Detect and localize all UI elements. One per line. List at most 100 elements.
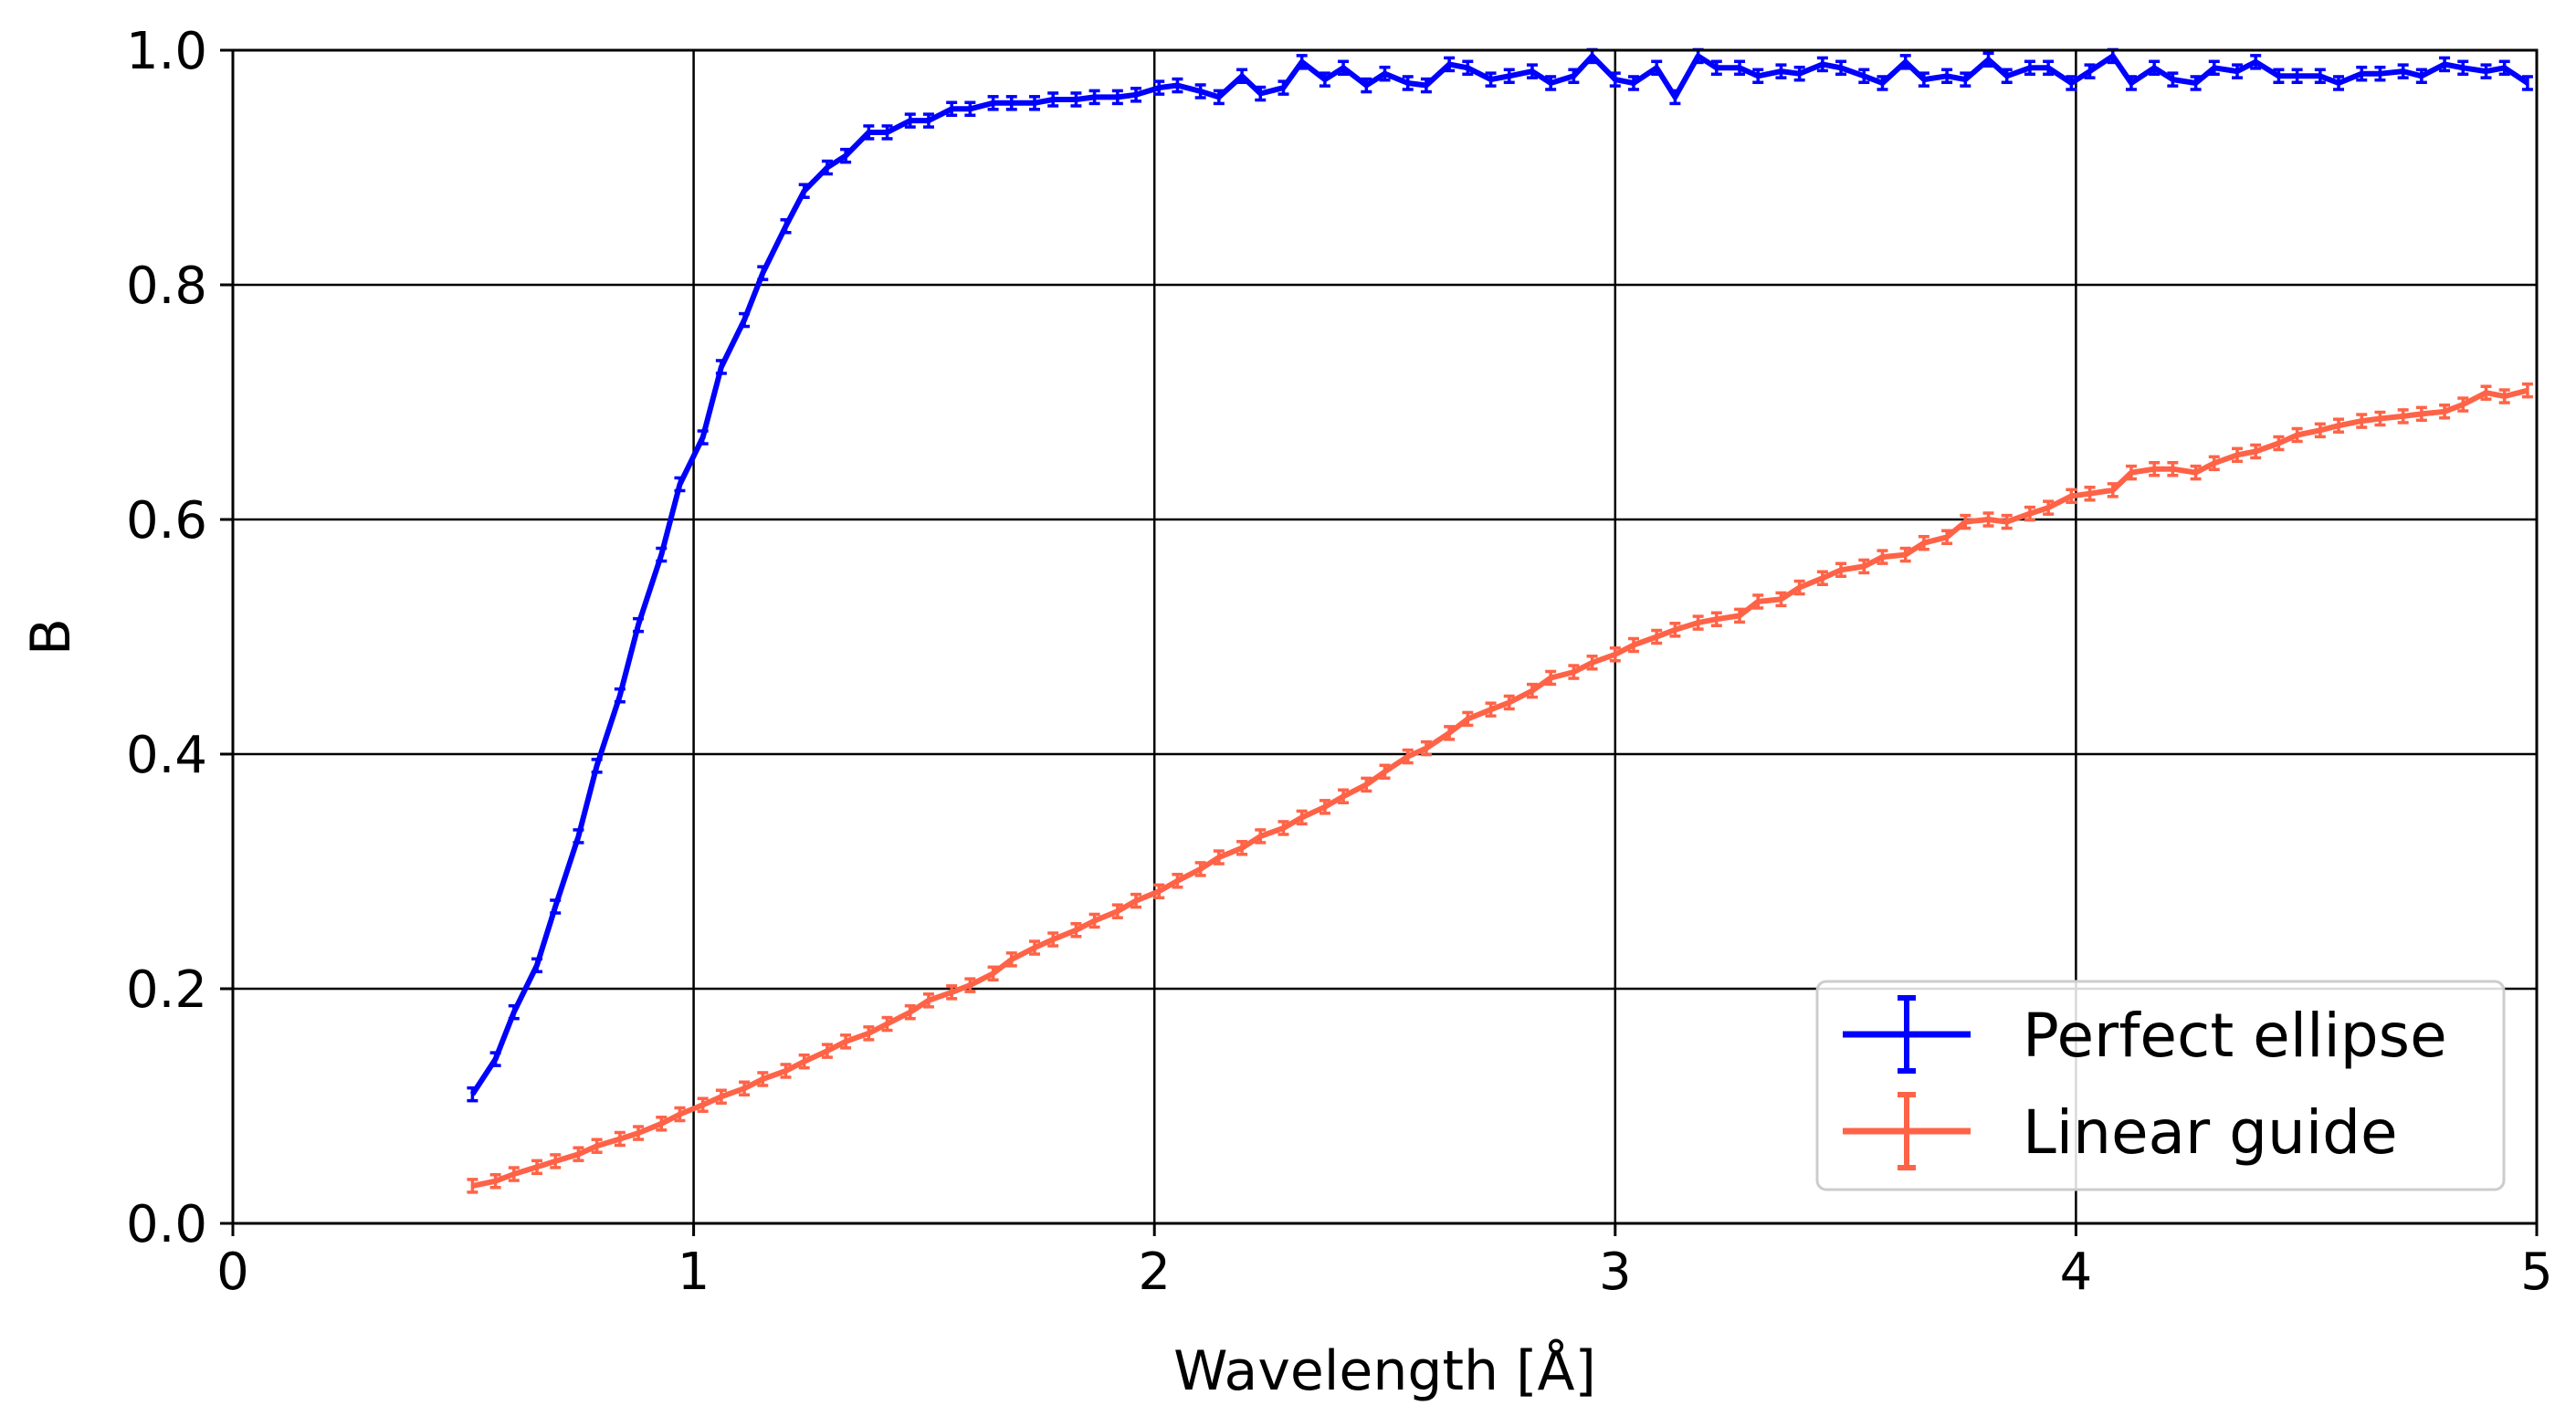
data-point-errorbar: [987, 965, 999, 982]
y-tick-label: 0.2: [126, 960, 207, 1020]
data-point-errorbar: [633, 1125, 645, 1141]
data-point-errorbar: [780, 218, 792, 235]
data-point-errorbar: [1858, 558, 1870, 575]
y-tick-label: 0.6: [126, 491, 207, 551]
data-point-errorbar: [1153, 79, 1165, 96]
data-point-errorbar: [1669, 622, 1681, 638]
data-point-errorbar: [2480, 63, 2492, 79]
legend-label: Perfect ellipse: [2023, 1001, 2447, 1071]
y-axis-title: B: [19, 618, 83, 656]
series-line: [469, 53, 2529, 1096]
data-point-errorbar: [881, 124, 893, 141]
plot-frame: [231, 48, 2539, 1225]
data-point-errorbar: [821, 1043, 833, 1059]
data-point-errorbar: [1277, 820, 1289, 836]
ticks: 0 1 2 3 4 5 0.0 0.2 0.4 0.6 0.8 1.0: [126, 22, 2553, 1302]
data-point-errorbar: [2125, 464, 2137, 481]
data-point-errorbar: [1651, 628, 1663, 645]
data-point-errorbar: [531, 1159, 543, 1176]
data-point-errorbar: [1609, 71, 1621, 88]
data-point-errorbar: [1029, 95, 1041, 111]
data-point-errorbar: [2084, 63, 2096, 79]
data-point-errorbar: [2457, 396, 2469, 413]
data-point-errorbar: [964, 977, 976, 993]
data-point-errorbar: [1319, 71, 1330, 88]
data-point-errorbar: [2167, 71, 2179, 88]
data-point-errorbar: [1568, 68, 1580, 85]
data-point-errorbar: [1627, 636, 1639, 654]
data-point-errorbar: [840, 147, 852, 164]
data-point-errorbar: [1982, 511, 1994, 528]
data-point-errorbar: [2498, 59, 2510, 77]
data-point-errorbar: [1130, 892, 1142, 909]
data-point-errorbar: [1070, 91, 1082, 108]
data-point-errorbar: [1420, 739, 1432, 757]
data-point-errorbar: [1402, 748, 1414, 765]
x-tick-label: 5: [2520, 1243, 2553, 1302]
data-point-errorbar: [2356, 65, 2368, 82]
data-point-errorbar: [1088, 912, 1100, 929]
data-point-errorbar: [1586, 655, 1598, 671]
data-point-errorbar: [2314, 422, 2326, 439]
data-point-errorbar: [2273, 435, 2285, 452]
data-point-errorbar: [2066, 75, 2077, 91]
data-point-errorbar: [1130, 87, 1142, 103]
data-point-errorbar: [674, 476, 686, 493]
data-point-errorbar: [489, 1172, 501, 1190]
data-point-errorbar: [1236, 68, 1248, 85]
data-point-errorbar: [2107, 482, 2119, 498]
data-point-errorbar: [2439, 56, 2451, 73]
data-point-errorbar: [1503, 694, 1515, 711]
y-tick-label: 0.8: [126, 257, 207, 316]
legend-item: Perfect ellipse: [1843, 995, 2447, 1074]
data-point-errorbar: [1793, 65, 1805, 82]
data-point-errorbar: [739, 311, 751, 329]
data-point-errorbar: [2397, 408, 2409, 425]
data-point-errorbar: [1485, 701, 1497, 718]
x-tick-label: 0: [216, 1243, 249, 1302]
data-point-errorbar: [573, 1146, 584, 1162]
data-point-errorbar: [1172, 873, 1183, 889]
data-point-errorbar: [633, 616, 645, 634]
data-point-errorbar: [1296, 54, 1308, 70]
data-point-errorbar: [715, 1088, 727, 1105]
data-point-errorbar: [1361, 776, 1372, 793]
data-point-errorbar: [2001, 68, 2013, 85]
data-point-errorbar: [922, 112, 934, 129]
data-point-errorbar: [2480, 384, 2492, 401]
data-point-errorbar: [1255, 828, 1267, 844]
data-point-errorbar: [1775, 591, 1787, 608]
x-tick-label: 4: [2060, 1243, 2093, 1302]
data-point-errorbar: [697, 429, 709, 446]
data-point-errorbar: [1982, 51, 1994, 68]
data-point-errorbar: [1111, 89, 1123, 106]
x-axis-title: Wavelength [Å]: [1173, 1338, 1596, 1403]
data-point-errorbar: [1752, 593, 1764, 610]
data-point-errorbar: [1153, 883, 1165, 900]
y-tick-label: 0.4: [126, 726, 207, 785]
data-point-errorbar: [1462, 710, 1474, 728]
data-point-errorbar: [1172, 77, 1183, 94]
data-point-errorbar: [1277, 79, 1289, 96]
data-point-errorbar: [757, 1071, 769, 1087]
series-layer: [467, 47, 2533, 1194]
data-point-errorbar: [840, 1033, 852, 1050]
data-point-errorbar: [2291, 68, 2303, 85]
legend-item: Linear guide: [1843, 1092, 2398, 1170]
data-point-errorbar: [2374, 65, 2386, 82]
data-point-errorbar: [863, 1025, 875, 1042]
data-point-errorbar: [1526, 682, 1538, 699]
data-point-errorbar: [1379, 763, 1391, 781]
data-point-errorbar: [2208, 455, 2220, 472]
data-point-errorbar: [2024, 505, 2035, 522]
data-point-errorbar: [2024, 59, 2035, 77]
data-point-errorbar: [1899, 54, 1911, 70]
data-point-errorbar: [1005, 951, 1017, 968]
data-point-errorbar: [508, 1003, 520, 1021]
data-point-errorbar: [1029, 939, 1041, 956]
data-point-errorbar: [2314, 68, 2326, 85]
data-point-errorbar: [2521, 382, 2533, 399]
data-point-errorbar: [1526, 63, 1538, 79]
data-point-errorbar: [1111, 903, 1123, 919]
